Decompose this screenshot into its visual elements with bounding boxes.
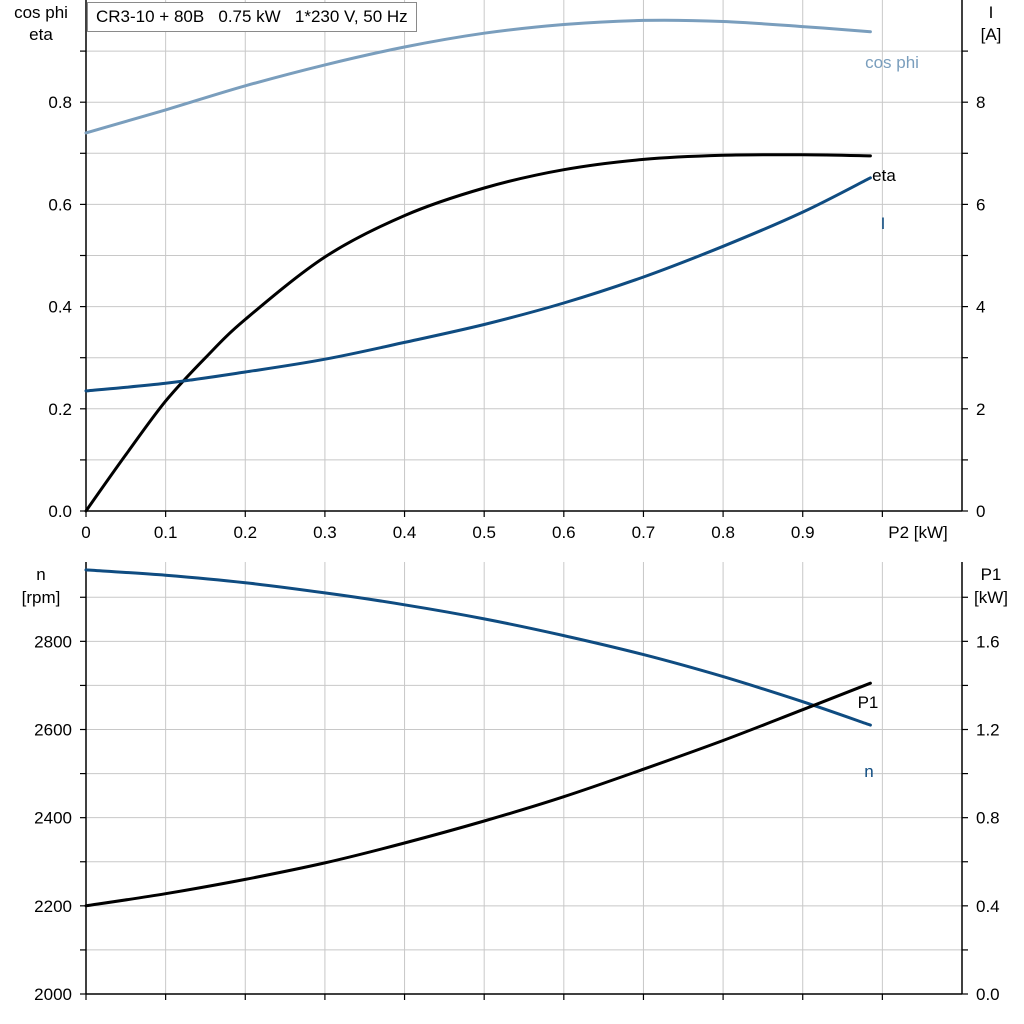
left-tick-label: 0.0 [48, 502, 72, 521]
x-tick-label: 0.5 [472, 523, 496, 542]
x-tick-label: 0.3 [313, 523, 337, 542]
chart-title: CR3-10 + 80B 0.75 kW 1*230 V, 50 Hz [87, 2, 417, 32]
left-axis-label: eta [29, 25, 53, 44]
series-line-i [84, 176, 872, 393]
left-tick-label: 2400 [34, 809, 72, 828]
left-tick-label: 0.2 [48, 400, 72, 419]
series-label-eta: eta [872, 166, 896, 185]
right-tick-label: 6 [976, 195, 985, 214]
left-axis-label: cos phi [14, 3, 68, 22]
x-tick-label: 0.4 [393, 523, 417, 542]
left-tick-label: 2600 [34, 721, 72, 740]
left-axis-label: [rpm] [22, 588, 61, 607]
right-tick-label: 0 [976, 502, 985, 521]
right-axis-label: [A] [981, 25, 1002, 44]
x-tick-label: 0.8 [711, 523, 735, 542]
left-axis-label: n [36, 565, 45, 584]
series-label-i: I [881, 214, 886, 233]
right-axis-label: [kW] [974, 588, 1008, 607]
right-tick-label: 4 [976, 298, 985, 317]
right-tick-label: 1.2 [976, 721, 1000, 740]
x-tick-label: 0.9 [791, 523, 815, 542]
series-line-n [84, 568, 872, 727]
right-tick-label: 0.4 [976, 897, 1000, 916]
left-tick-label: 0.4 [48, 298, 72, 317]
x-tick-label: 0.1 [154, 523, 178, 542]
x-tick-label: 0.2 [233, 523, 257, 542]
series-label-p1: P1 [858, 693, 879, 712]
left-tick-label: 0.8 [48, 93, 72, 112]
series-line-cos-phi [84, 18, 872, 135]
x-axis-label: P2 [kW] [888, 523, 948, 542]
right-tick-label: 8 [976, 93, 985, 112]
right-tick-label: 0.8 [976, 809, 1000, 828]
right-tick-label: 1.6 [976, 632, 1000, 651]
x-tick-label: 0.7 [632, 523, 656, 542]
left-tick-label: 2800 [34, 632, 72, 651]
series-label-n: n [864, 762, 873, 781]
series-label-cos-phi: cos phi [865, 53, 919, 72]
right-tick-label: 0.0 [976, 985, 1000, 1004]
x-tick-label: 0 [81, 523, 90, 542]
series-line-eta [84, 153, 872, 513]
series-line-p1 [84, 681, 872, 908]
right-tick-label: 2 [976, 400, 985, 419]
top-panel: 0.0 0.2 0.4 0.6 0.8 0 2 4 6 8 0 0.1 0.2 0.3 0.4 0.5 0.6 0… [14, 0, 1001, 542]
x-tick-label: 0.6 [552, 523, 576, 542]
right-axis-label: P1 [981, 565, 1002, 584]
right-axis-label: I [989, 3, 994, 22]
left-tick-label: 2000 [34, 985, 72, 1004]
left-tick-label: 0.6 [48, 195, 72, 214]
bottom-panel: 2000 2200 2400 2600 2800 0.0 0.4 0.8 1.2 1.6 n [rpm… [22, 562, 1008, 1004]
left-tick-label: 2200 [34, 897, 72, 916]
